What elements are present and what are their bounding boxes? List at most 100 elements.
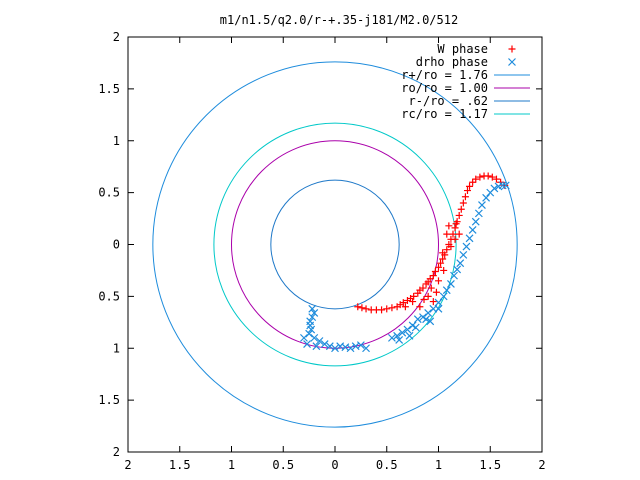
w-phase-point-56	[451, 235, 459, 243]
drho-phase-point-43	[478, 201, 486, 209]
drho-phase-point-22	[393, 331, 402, 340]
x-tick-label-1: 1.5	[169, 458, 191, 472]
w-phase-point-0	[354, 303, 362, 311]
drho-phase-point-35	[453, 265, 462, 274]
w-phase-point-43	[488, 173, 496, 181]
w-phase-point-13	[410, 292, 418, 300]
drho-phase-point-14	[346, 344, 355, 353]
drho-phase-point-20	[312, 342, 321, 351]
w-phase-point-59	[427, 284, 435, 292]
w-phase-point-44	[492, 175, 500, 183]
legend-label-0: W phase	[437, 42, 488, 56]
drho-phase-point-2	[308, 313, 317, 322]
w-phase-point-16	[419, 284, 427, 292]
drho-phase-point-48	[498, 181, 507, 190]
w-phase-point-34	[459, 199, 467, 207]
w-phase-point-47	[401, 303, 409, 311]
drho-phase-point-54	[434, 304, 443, 313]
drho-phase-point-40	[468, 226, 477, 234]
w-phase-point-29	[449, 230, 457, 238]
w-phase-point-58	[432, 288, 440, 296]
w-phase-point-35	[461, 193, 469, 201]
drho-phase-point-19	[303, 340, 311, 349]
x-tick-label-8: 2	[538, 458, 545, 472]
w-phase-point-38	[469, 178, 477, 186]
legend-label-3: ro/ro = 1.00	[401, 81, 488, 95]
drho-phase-point-7	[310, 333, 319, 342]
y-tick-label-1: 1.5	[98, 82, 120, 96]
legend-swatch-1	[508, 58, 516, 66]
w-phase-point-36	[463, 187, 471, 195]
w-phase-point-10	[399, 299, 407, 307]
drho-phase-point-31	[439, 292, 448, 301]
w-phase-point-6	[383, 305, 391, 313]
drho-phase-point-28	[424, 309, 433, 317]
y-tick-label-7: 1.5	[98, 393, 120, 407]
w-phase-point-21	[431, 267, 439, 275]
circle-3	[213, 122, 457, 367]
circle-2	[270, 179, 400, 310]
w-phase-point-37	[466, 182, 474, 190]
w-phase-point-40	[476, 173, 484, 181]
w-phase-point-20	[429, 272, 437, 280]
drho-phase-point-46	[490, 184, 499, 193]
w-phase-point-60	[439, 249, 447, 257]
chart-title: m1/n1.5/q2.0/r-+.35-j181/M2.0/512	[220, 13, 458, 27]
w-phase-point-32	[455, 211, 463, 219]
w-phase-point-55	[447, 243, 455, 251]
drho-phase-point-8	[315, 337, 324, 345]
drho-phase-point-26	[413, 315, 422, 324]
drho-phase-point-44	[482, 193, 491, 202]
drho-phase-point-6	[305, 329, 314, 338]
drho-phase-point-32	[442, 286, 451, 295]
w-phase-point-42	[484, 172, 492, 180]
drho-phase-point-10	[325, 342, 334, 351]
w-phase-point-62	[452, 220, 460, 228]
drho-phase-point-39	[465, 234, 474, 243]
y-tick-label-3: 0.5	[98, 186, 120, 200]
y-tick-label-5: 0.5	[98, 289, 120, 303]
drho-phase-point-5	[307, 325, 316, 334]
drho-phase-point-41	[471, 217, 480, 226]
y-tick-label-8: 2	[113, 445, 120, 459]
y-axis: 2 1.5 1 0.5 0 0.5 1 1.5 2	[98, 30, 542, 459]
w-phase-point-39	[472, 175, 480, 183]
drho-phase-point-0	[308, 304, 317, 313]
circle-layer	[152, 61, 518, 428]
legend-label-1: drho phase	[416, 55, 488, 69]
w-phase-point-5	[378, 306, 386, 314]
w-phase-point-7	[388, 304, 396, 312]
w-phase-point-48	[409, 298, 417, 306]
x-tick-label-3: 0.5	[272, 458, 294, 472]
drho-phase-point-38	[462, 242, 471, 251]
circle-0	[152, 61, 518, 428]
x-tick-label-2: 1	[228, 458, 235, 472]
drho-phase-point-9	[320, 340, 329, 349]
drho-phase-point-1	[310, 309, 319, 317]
w-phase-point-49	[416, 303, 424, 311]
drho-phase-point-24	[403, 325, 412, 334]
drho-phase-point-30	[434, 298, 443, 307]
x-axis: 2 1.5 1 0.5 0 0.5 1 1.5 2	[124, 37, 546, 472]
w-phase-point-22	[435, 263, 442, 271]
drho-phase-point-52	[422, 315, 431, 324]
y-tick-label-2: 1	[113, 134, 120, 148]
drho-phase-point-36	[456, 259, 465, 268]
x-tick-label-7: 1.5	[479, 458, 501, 472]
x-tick-label-5: 0.5	[376, 458, 398, 472]
x-tick-label-6: 1	[435, 458, 442, 472]
w-phase-point-24	[439, 255, 447, 263]
w-phase-point-53	[440, 266, 448, 274]
drho-phase-point-16	[356, 341, 365, 350]
drho-phase-point-42	[474, 209, 483, 218]
x-tick-label-4: 0	[331, 458, 338, 472]
drho-phase-point-17	[362, 344, 370, 353]
drho-phase-point-55	[405, 331, 414, 340]
drho-phase-point-49	[501, 181, 510, 190]
circle-1	[231, 140, 439, 349]
series-layer	[300, 172, 510, 353]
legend-label-2: r+/ro = 1.76	[401, 68, 488, 82]
w-phase-point-23	[437, 259, 445, 267]
